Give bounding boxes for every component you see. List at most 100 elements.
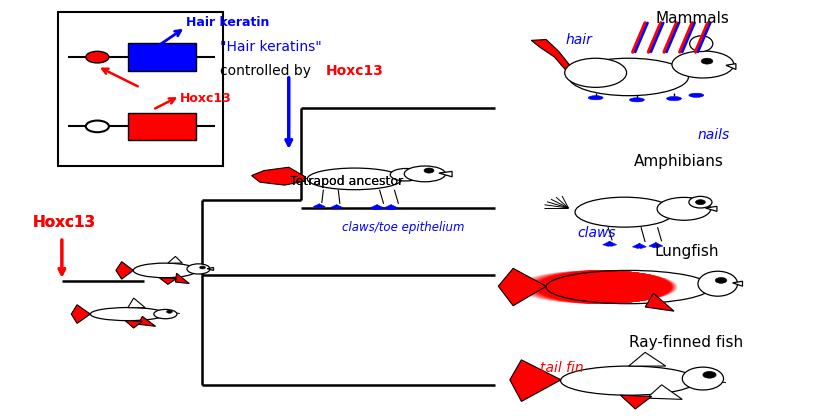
Ellipse shape	[134, 263, 197, 278]
Ellipse shape	[187, 264, 210, 274]
Circle shape	[200, 266, 205, 269]
Circle shape	[86, 121, 109, 132]
Polygon shape	[498, 268, 546, 306]
Text: Amphibians: Amphibians	[634, 154, 724, 169]
Text: Hoxc13: Hoxc13	[33, 215, 97, 230]
Ellipse shape	[575, 197, 674, 227]
Ellipse shape	[672, 51, 734, 78]
Text: Lungfish: Lungfish	[654, 244, 719, 259]
Ellipse shape	[629, 98, 644, 102]
Polygon shape	[252, 167, 305, 185]
Polygon shape	[636, 243, 643, 248]
Polygon shape	[610, 241, 616, 246]
Polygon shape	[207, 267, 214, 270]
Ellipse shape	[521, 270, 676, 304]
Ellipse shape	[523, 270, 676, 304]
Polygon shape	[377, 205, 384, 210]
Circle shape	[689, 196, 712, 208]
Polygon shape	[128, 298, 145, 308]
Ellipse shape	[91, 307, 165, 321]
Ellipse shape	[513, 270, 678, 304]
Polygon shape	[620, 395, 652, 409]
Ellipse shape	[530, 270, 673, 304]
Polygon shape	[733, 281, 742, 286]
Ellipse shape	[690, 36, 713, 52]
Ellipse shape	[532, 270, 672, 304]
Polygon shape	[334, 205, 339, 209]
Ellipse shape	[531, 270, 673, 304]
Ellipse shape	[517, 270, 677, 304]
Ellipse shape	[535, 270, 672, 304]
FancyBboxPatch shape	[128, 43, 196, 71]
Polygon shape	[531, 40, 578, 76]
Circle shape	[701, 58, 713, 64]
Polygon shape	[705, 206, 717, 211]
Text: Hoxc13: Hoxc13	[33, 215, 97, 230]
Polygon shape	[606, 241, 613, 246]
Ellipse shape	[535, 270, 672, 304]
Ellipse shape	[657, 197, 710, 220]
Circle shape	[167, 310, 172, 313]
Ellipse shape	[404, 166, 446, 182]
Text: Tetrapod ancestor: Tetrapod ancestor	[290, 175, 403, 188]
Ellipse shape	[520, 270, 676, 304]
Ellipse shape	[307, 168, 403, 190]
Polygon shape	[314, 204, 319, 208]
Ellipse shape	[533, 270, 672, 304]
Ellipse shape	[588, 96, 603, 100]
Ellipse shape	[527, 270, 674, 304]
Polygon shape	[647, 385, 682, 399]
Ellipse shape	[528, 270, 674, 304]
FancyBboxPatch shape	[128, 113, 196, 140]
Ellipse shape	[534, 270, 672, 304]
Polygon shape	[388, 205, 394, 209]
Text: "Hair keratins": "Hair keratins"	[220, 40, 322, 54]
Polygon shape	[319, 204, 325, 208]
Ellipse shape	[536, 270, 672, 304]
Polygon shape	[656, 243, 662, 248]
Polygon shape	[159, 278, 177, 285]
Ellipse shape	[516, 270, 677, 304]
Text: controlled by: controlled by	[220, 64, 316, 78]
Text: Hoxc13: Hoxc13	[180, 92, 232, 105]
Ellipse shape	[521, 270, 676, 304]
Ellipse shape	[682, 367, 724, 390]
Ellipse shape	[561, 366, 696, 395]
Ellipse shape	[524, 270, 675, 304]
Ellipse shape	[569, 58, 689, 96]
Ellipse shape	[698, 271, 738, 296]
Polygon shape	[603, 241, 610, 246]
Polygon shape	[337, 205, 342, 209]
Text: tail fin: tail fin	[540, 362, 584, 375]
Ellipse shape	[390, 168, 422, 181]
Circle shape	[424, 168, 434, 173]
Circle shape	[715, 277, 727, 283]
Polygon shape	[510, 360, 561, 401]
Text: paired fins: paired fins	[557, 278, 630, 292]
Ellipse shape	[530, 270, 673, 304]
Text: Mammals: Mammals	[656, 11, 730, 26]
Ellipse shape	[154, 310, 177, 319]
Ellipse shape	[514, 270, 678, 304]
Text: Hoxc13: Hoxc13	[326, 64, 384, 78]
Text: claws: claws	[578, 226, 616, 240]
Ellipse shape	[518, 270, 676, 304]
Text: hair: hair	[565, 33, 592, 47]
Text: Ray-finned fish: Ray-finned fish	[629, 335, 742, 350]
Polygon shape	[726, 64, 736, 69]
Polygon shape	[331, 205, 337, 209]
Polygon shape	[317, 204, 322, 208]
Polygon shape	[125, 320, 142, 328]
Ellipse shape	[516, 270, 677, 304]
Polygon shape	[176, 273, 189, 284]
Text: nails: nails	[697, 129, 729, 142]
Ellipse shape	[519, 270, 676, 304]
Text: claws/toe epithelium: claws/toe epithelium	[342, 221, 464, 234]
FancyBboxPatch shape	[58, 12, 223, 166]
Ellipse shape	[522, 270, 676, 304]
Polygon shape	[374, 205, 380, 209]
Circle shape	[695, 200, 705, 205]
Polygon shape	[649, 243, 656, 248]
Ellipse shape	[667, 97, 681, 101]
Text: Hair keratin: Hair keratin	[186, 16, 270, 29]
